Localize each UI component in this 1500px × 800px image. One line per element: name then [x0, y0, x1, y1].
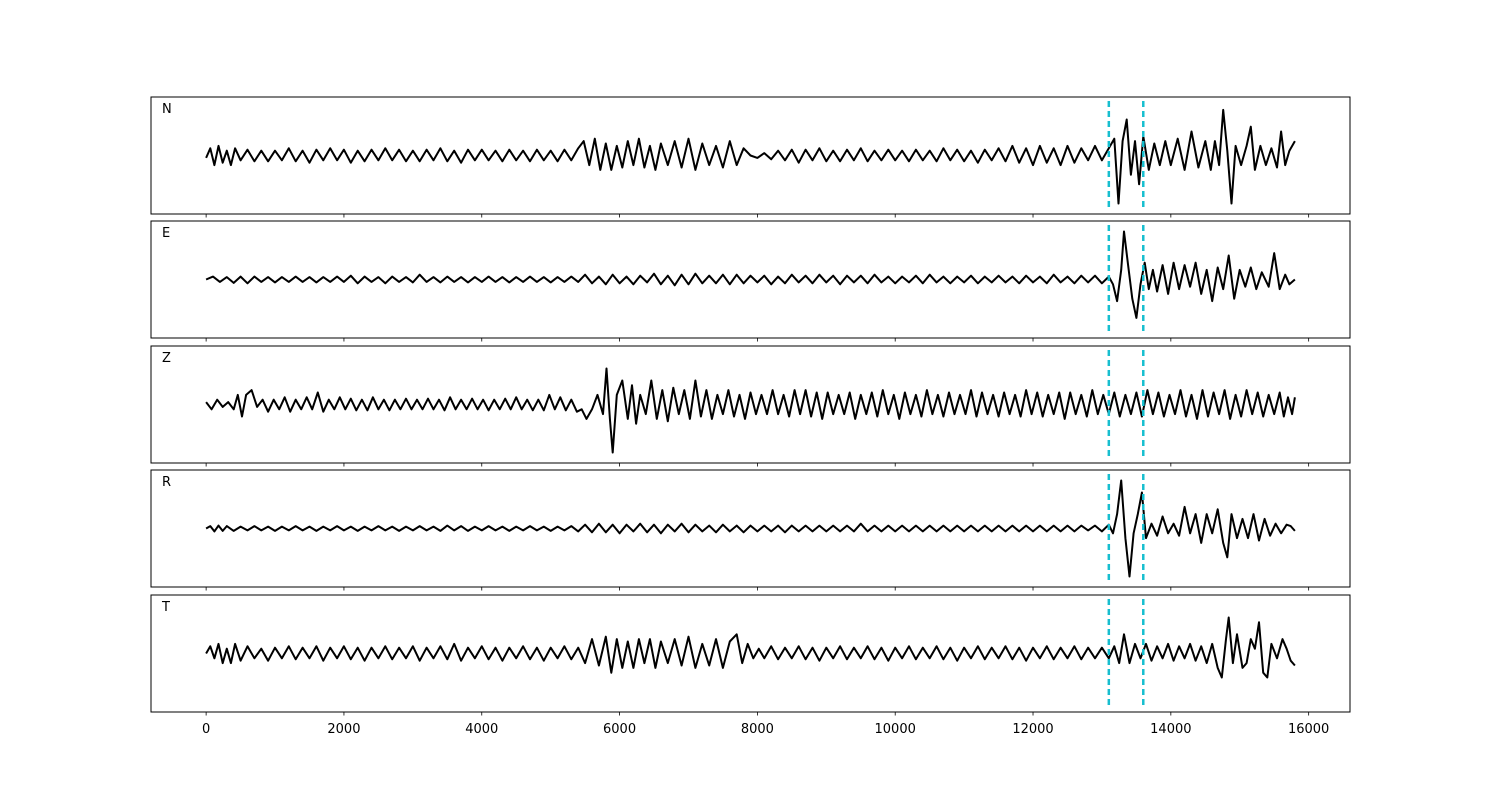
waveform-trace — [205, 367, 1296, 454]
x-axis: 0 2000 4000 6000 8000 10000 12000 14000 16000 — [202, 722, 1329, 737]
panel-n: N — [150, 96, 1351, 218]
waveform-trace — [205, 230, 1296, 319]
x-tick-label: 8000 — [741, 722, 774, 737]
panel-t: T — [150, 594, 1351, 716]
x-tick-label: 10000 — [875, 722, 916, 737]
waveform-trace — [205, 479, 1296, 578]
panel-label: Z — [162, 351, 171, 366]
panel-label: N — [162, 102, 172, 117]
waveform-trace — [205, 616, 1296, 679]
panel-z: Z — [150, 345, 1351, 467]
panel-label: E — [162, 226, 170, 241]
panel-r: R — [150, 469, 1351, 591]
x-tick-label: 12000 — [1012, 722, 1053, 737]
x-tick-label: 16000 — [1288, 722, 1329, 737]
x-tick-label: 14000 — [1150, 722, 1191, 737]
trace-panels: N E Z R T — [150, 96, 1351, 716]
panel-e: E — [150, 220, 1351, 342]
panel-label: R — [162, 475, 171, 490]
x-tick-label: 2000 — [327, 722, 360, 737]
x-tick-label: 0 — [202, 722, 210, 737]
panel-label: T — [161, 600, 170, 615]
x-tick-label: 6000 — [603, 722, 636, 737]
x-tick-label: 4000 — [465, 722, 498, 737]
